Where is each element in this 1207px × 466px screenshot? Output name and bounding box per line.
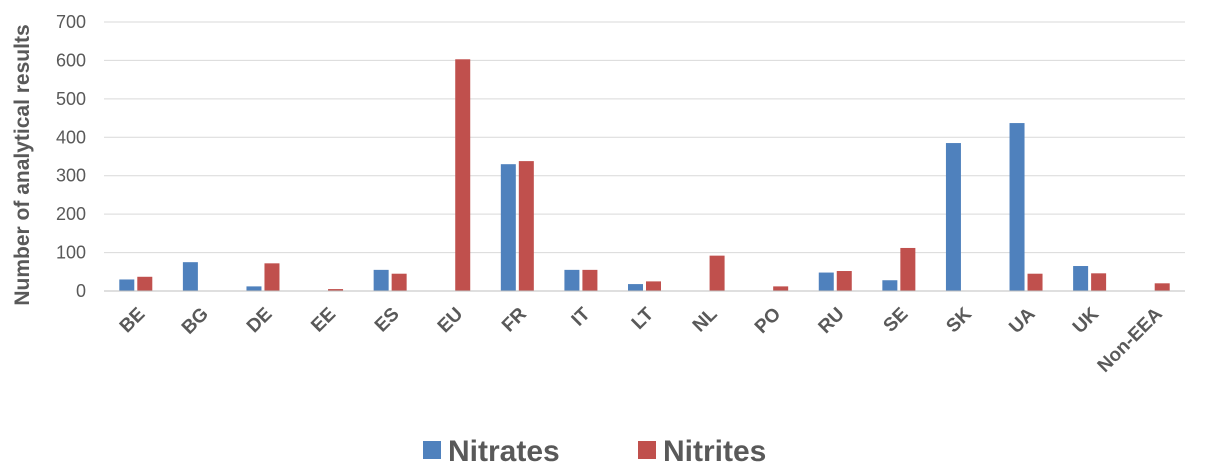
- y-axis-title: Number of analytical results: [11, 24, 34, 305]
- x-category-label: FR: [498, 303, 531, 336]
- bar-nitrates-es: [373, 269, 389, 291]
- x-category-label: LT: [628, 303, 659, 334]
- bar-nitrites-be: [137, 276, 153, 291]
- bar-nitrites-non-eea: [1154, 283, 1170, 291]
- x-category-label: BG: [178, 304, 213, 339]
- x-category-label: NL: [689, 303, 722, 336]
- bar-nitrites-ru: [836, 271, 852, 291]
- y-tick-label: 200: [56, 204, 86, 224]
- y-tick-label: 500: [56, 89, 86, 109]
- bar-nitrites-it: [582, 269, 598, 291]
- bar-nitrites-eu: [455, 59, 471, 292]
- legend: Nitrates Nitrites: [423, 435, 766, 466]
- bar-nitrates-sk: [945, 143, 961, 291]
- legend-swatch-nitrates: [423, 441, 441, 459]
- x-category-label: SE: [880, 304, 913, 337]
- bar-nitrites-ee: [328, 289, 344, 291]
- bar-nitrates-it: [564, 269, 580, 291]
- bar-nitrates-be: [119, 279, 135, 291]
- bar-nitrates-ru: [818, 272, 834, 291]
- y-axis-ticks: 0 100 200 300 400 500 600 700: [56, 12, 86, 301]
- bar-nitrates-ua: [1009, 123, 1025, 292]
- bar-nitrates-uk: [1073, 266, 1089, 291]
- x-category-label: BE: [116, 304, 150, 338]
- bar-nitrates-de: [246, 286, 262, 291]
- bar-nitrites-lt: [646, 281, 661, 291]
- x-category-label: ES: [371, 304, 404, 337]
- bar-nitrites-es: [391, 273, 407, 291]
- bar-nitrites-nl: [709, 255, 725, 291]
- y-tick-label: 600: [56, 50, 86, 70]
- legend-label-nitrites: Nitrites: [663, 435, 766, 466]
- legend-label-nitrates: Nitrates: [448, 435, 560, 466]
- bar-nitrites-uk: [1091, 273, 1107, 291]
- legend-swatch-nitrites: [638, 441, 656, 459]
- x-category-label: IT: [568, 303, 595, 330]
- y-tick-label: 300: [56, 166, 86, 186]
- bar-nitrites-fr: [518, 161, 534, 291]
- x-category-label: DE: [243, 304, 277, 338]
- bar-nitrates-fr: [500, 164, 516, 291]
- y-tick-label: 700: [56, 12, 86, 32]
- bar-nitrites-po: [773, 286, 789, 291]
- bar-nitrites-se: [900, 247, 916, 291]
- y-tick-label: 400: [56, 127, 86, 147]
- x-category-label: RU: [815, 304, 849, 338]
- x-category-label: EE: [307, 304, 340, 337]
- bars: [119, 59, 1170, 292]
- bar-nitrites-ua: [1027, 273, 1043, 291]
- x-category-label: EU: [434, 304, 468, 338]
- x-category-label: SK: [942, 303, 976, 337]
- x-category-label: PO: [751, 304, 785, 338]
- x-category-label: UK: [1069, 303, 1103, 337]
- bar-nitrites-de: [264, 263, 280, 291]
- bar-nitrates-se: [882, 280, 898, 291]
- gridlines: [104, 21, 1185, 254]
- bar-nitrates-lt: [628, 284, 643, 291]
- y-tick-label: 100: [56, 243, 86, 263]
- y-tick-label: 0: [76, 281, 86, 301]
- x-category-label: Non-EEA: [1094, 303, 1167, 376]
- bar-nitrates-bg: [182, 262, 198, 291]
- x-category-label: UA: [1005, 303, 1039, 337]
